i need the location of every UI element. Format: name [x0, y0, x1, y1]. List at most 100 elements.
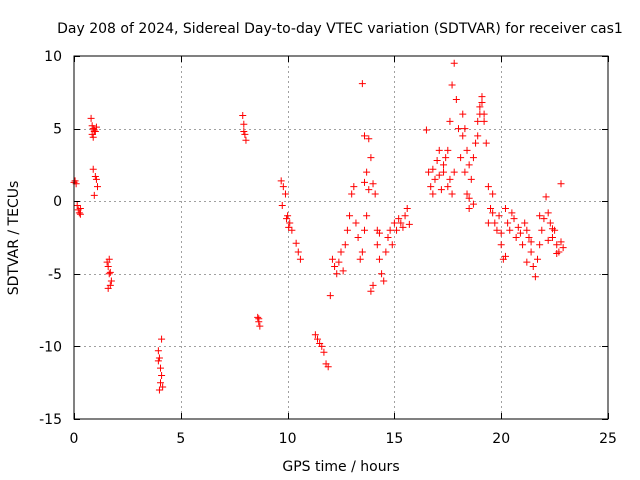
data-point	[91, 173, 99, 181]
data-point	[296, 255, 304, 263]
data-point	[540, 215, 548, 223]
data-point	[93, 183, 101, 191]
data-point	[343, 226, 351, 234]
data-point	[390, 219, 398, 227]
data-point	[73, 202, 81, 210]
data-point	[242, 136, 250, 144]
data-point	[444, 183, 452, 191]
data-point	[489, 209, 497, 217]
data-point	[476, 110, 484, 118]
y-tick-label: 5	[53, 122, 62, 138]
data-point	[437, 186, 445, 194]
y-axis-label: SDTVAR / TECUs	[6, 181, 22, 296]
data-point	[478, 98, 486, 106]
data-point	[320, 348, 328, 356]
data-point	[346, 212, 354, 220]
data-point	[459, 110, 467, 118]
data-point	[527, 248, 535, 256]
data-point	[463, 190, 471, 198]
data-point	[360, 178, 368, 186]
data-point	[92, 175, 100, 183]
data-point	[283, 215, 291, 223]
data-point	[365, 186, 373, 194]
data-point	[333, 270, 341, 278]
data-point	[401, 212, 409, 220]
data-point	[154, 357, 162, 365]
data-point	[279, 183, 287, 191]
data-point	[369, 180, 377, 188]
data-point	[529, 263, 537, 271]
data-point	[90, 128, 98, 136]
data-point	[254, 313, 262, 321]
data-point	[536, 212, 544, 220]
data-point	[484, 183, 492, 191]
data-point	[444, 146, 452, 154]
data-point	[341, 241, 349, 249]
data-point	[324, 363, 332, 371]
data-point	[337, 248, 345, 256]
data-point	[350, 183, 358, 191]
data-point	[461, 125, 469, 133]
data-point	[107, 277, 115, 285]
data-point	[497, 229, 505, 237]
data-point	[405, 220, 413, 228]
data-point	[384, 234, 392, 241]
data-point	[559, 244, 567, 252]
data-point	[106, 268, 114, 276]
data-point	[90, 191, 98, 199]
data-point	[448, 81, 456, 89]
data-point	[484, 219, 492, 227]
data-point	[386, 226, 394, 234]
x-tick-label: 15	[385, 431, 403, 447]
data-point	[326, 292, 334, 300]
data-point	[548, 225, 556, 233]
data-point	[348, 190, 356, 198]
data-point	[536, 241, 544, 249]
data-point	[367, 154, 375, 162]
data-point	[525, 234, 533, 241]
tick-layer	[74, 56, 609, 420]
data-point	[425, 168, 433, 176]
data-point	[469, 154, 477, 162]
data-point	[365, 135, 373, 143]
data-point	[294, 248, 302, 256]
data-point	[76, 210, 84, 218]
x-tick-label: 0	[70, 431, 79, 447]
data-point	[285, 223, 293, 231]
data-point	[71, 177, 79, 185]
data-point	[506, 226, 514, 234]
data-point	[457, 154, 465, 162]
data-point	[450, 168, 458, 176]
data-point	[501, 204, 509, 212]
data-point	[465, 194, 473, 202]
data-point	[87, 114, 95, 122]
data-point	[504, 219, 512, 227]
data-point	[240, 120, 248, 128]
data-point	[510, 215, 518, 223]
data-point	[358, 248, 366, 256]
data-point	[446, 175, 454, 183]
data-point	[454, 125, 462, 133]
data-point	[440, 168, 448, 176]
data-point	[489, 190, 497, 198]
data-point	[328, 255, 336, 263]
data-point	[157, 379, 165, 387]
data-point	[440, 161, 448, 169]
data-point	[553, 241, 561, 249]
data-point	[255, 315, 263, 323]
data-point	[360, 226, 368, 234]
data-point	[516, 229, 524, 237]
data-point	[463, 146, 471, 154]
x-tick-label: 10	[279, 431, 297, 447]
data-point	[256, 322, 264, 330]
data-point	[465, 204, 473, 212]
x-tick-labels: 0 5 10 15 20 25	[70, 431, 617, 447]
data-point	[286, 219, 294, 227]
data-point	[487, 204, 495, 212]
data-point	[469, 200, 477, 208]
data-point	[544, 209, 552, 217]
data-point	[538, 226, 546, 234]
data-layer	[70, 59, 567, 394]
data-point	[429, 165, 437, 173]
